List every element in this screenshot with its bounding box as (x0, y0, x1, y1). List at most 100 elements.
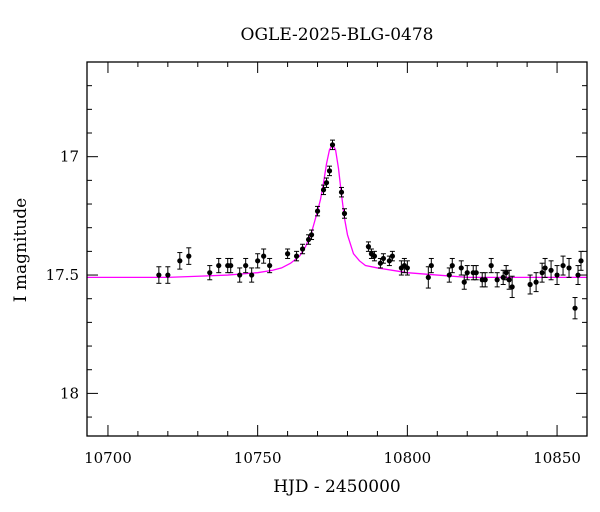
data-point (228, 257, 234, 274)
data-marker (548, 267, 554, 273)
data-marker (267, 262, 273, 269)
data-marker (314, 208, 321, 214)
data-marker (255, 258, 261, 264)
data-point (533, 272, 539, 293)
data-marker (404, 265, 410, 271)
chart-title: OGLE-2025-BLG-0478 (241, 25, 434, 45)
data-marker (554, 272, 560, 278)
data-marker (488, 262, 494, 269)
data-marker (228, 262, 234, 269)
data-point (243, 257, 249, 274)
data-marker (299, 246, 306, 252)
data-point (500, 269, 506, 286)
y-tick-label: 17.5 (46, 266, 79, 284)
data-point (554, 265, 560, 286)
data-marker (461, 279, 467, 285)
x-tick-label: 10800 (383, 449, 431, 467)
data-point (494, 272, 500, 288)
data-point (449, 257, 455, 274)
data-marker (503, 270, 509, 276)
plot-area (87, 139, 587, 320)
clipped-plot (87, 139, 587, 320)
data-point (389, 250, 395, 262)
data-marker (560, 262, 566, 269)
data-marker (494, 277, 500, 283)
data-marker (284, 251, 291, 257)
data-point (156, 266, 162, 284)
data-marker (308, 232, 315, 238)
x-tick-label: 10700 (84, 449, 132, 467)
data-point (488, 257, 494, 274)
data-point (320, 184, 327, 196)
data-point (329, 139, 336, 151)
data-point (371, 250, 378, 262)
data-point (377, 257, 384, 269)
data-point (165, 266, 171, 284)
data-marker (506, 277, 512, 283)
data-point (482, 272, 488, 288)
data-point (237, 267, 243, 283)
data-point (299, 243, 306, 255)
x-tick-label: 10850 (533, 449, 581, 467)
data-point (425, 266, 431, 289)
data-marker (243, 262, 249, 269)
data-point (473, 265, 479, 281)
data-point (539, 262, 545, 283)
data-point (542, 257, 548, 278)
data-marker (386, 258, 392, 264)
data-marker (542, 265, 548, 271)
data-marker (293, 253, 300, 259)
data-marker (449, 262, 455, 269)
data-point (461, 274, 467, 290)
data-marker (572, 305, 578, 311)
data-marker (533, 279, 539, 285)
axis-ticks: 10700 10750 10800 10850 17 17.5 18 (46, 61, 588, 467)
data-marker (566, 265, 572, 271)
data-point (386, 255, 392, 267)
data-point (404, 260, 410, 276)
data-marker (341, 210, 348, 217)
data-point (428, 257, 434, 274)
data-point (446, 267, 452, 283)
data-point (578, 250, 584, 271)
data-point (323, 177, 330, 188)
data-point (293, 250, 300, 262)
data-marker (500, 274, 506, 281)
data-marker (261, 253, 267, 259)
data-marker (509, 284, 515, 290)
data-marker (371, 253, 378, 259)
data-point (326, 165, 333, 177)
data-point (503, 265, 509, 281)
data-marker (527, 281, 533, 288)
data-marker (186, 253, 192, 259)
data-point (548, 260, 554, 281)
data-marker (377, 260, 384, 266)
data-marker (446, 272, 452, 278)
data-point (464, 265, 470, 281)
y-tick-label: 17 (60, 148, 79, 166)
y-tick-label: 18 (60, 384, 79, 402)
data-point (566, 257, 572, 278)
data-point (284, 248, 291, 259)
data-point (527, 274, 533, 295)
plot-frame (86, 61, 588, 437)
data-point (207, 265, 213, 281)
data-marker (216, 262, 222, 269)
data-point (338, 186, 345, 198)
data-marker (425, 274, 431, 281)
data-marker (482, 277, 488, 283)
data-point (560, 255, 566, 276)
data-point (506, 269, 512, 290)
data-marker (177, 258, 183, 264)
data-marker (473, 270, 479, 276)
data-marker (305, 236, 312, 243)
data-marker (156, 272, 162, 278)
data-point (398, 260, 404, 276)
y-axis-label: I magnitude (11, 198, 31, 302)
data-marker (380, 255, 387, 262)
data-marker (464, 270, 470, 276)
data-marker (249, 272, 255, 278)
data-marker (578, 258, 584, 264)
data-point (365, 241, 372, 252)
